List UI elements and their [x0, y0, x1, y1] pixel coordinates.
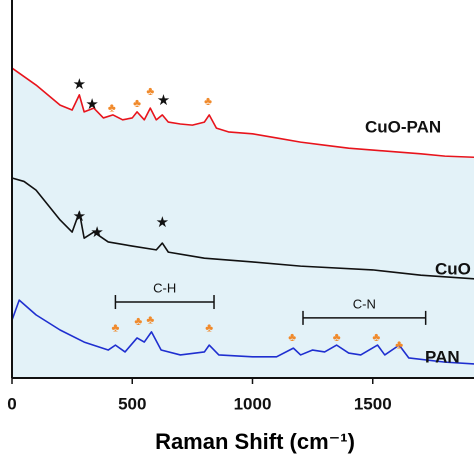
peak-marker: ♣ [395, 337, 403, 351]
peak-marker: ♣ [288, 330, 296, 344]
peak-marker: ★ [73, 76, 86, 93]
peak-marker: ♣ [205, 320, 213, 334]
bracket-label: C-H [153, 280, 176, 295]
peak-marker: ♣ [333, 330, 341, 344]
peak-marker: ♣ [133, 96, 141, 110]
spectrum-line [11, 177, 474, 280]
peak-marker: ♣ [146, 312, 154, 326]
peak-marker: ♣ [204, 94, 212, 108]
peak-marker: ♣ [372, 330, 380, 344]
peak-marker: ★ [157, 92, 170, 109]
peak-marker: ★ [156, 214, 169, 231]
peak-marker: ♣ [146, 84, 154, 98]
shaded-area [12, 68, 474, 378]
series-label: PAN [425, 347, 460, 366]
peak-marker: ★ [90, 224, 103, 241]
bracket-label: C-N [353, 296, 376, 311]
x-tick-label: 0 [7, 394, 16, 413]
x-tick-label: 1000 [234, 394, 272, 413]
peak-marker: ★ [85, 96, 98, 113]
series-label: CuO-PAN [365, 117, 441, 136]
series-label: CuO [435, 259, 471, 278]
peak-marker: ♣ [111, 320, 119, 334]
peak-marker: ♣ [134, 314, 142, 328]
peak-marker: ★ [73, 208, 86, 225]
peak-marker: ♣ [108, 100, 116, 114]
x-axis-label: Raman Shift (cm⁻¹) [155, 429, 355, 454]
x-tick-label: 1500 [354, 394, 392, 413]
spectrum-line [11, 299, 474, 365]
x-tick-label: 500 [118, 394, 146, 413]
spectrum-line [11, 67, 474, 159]
